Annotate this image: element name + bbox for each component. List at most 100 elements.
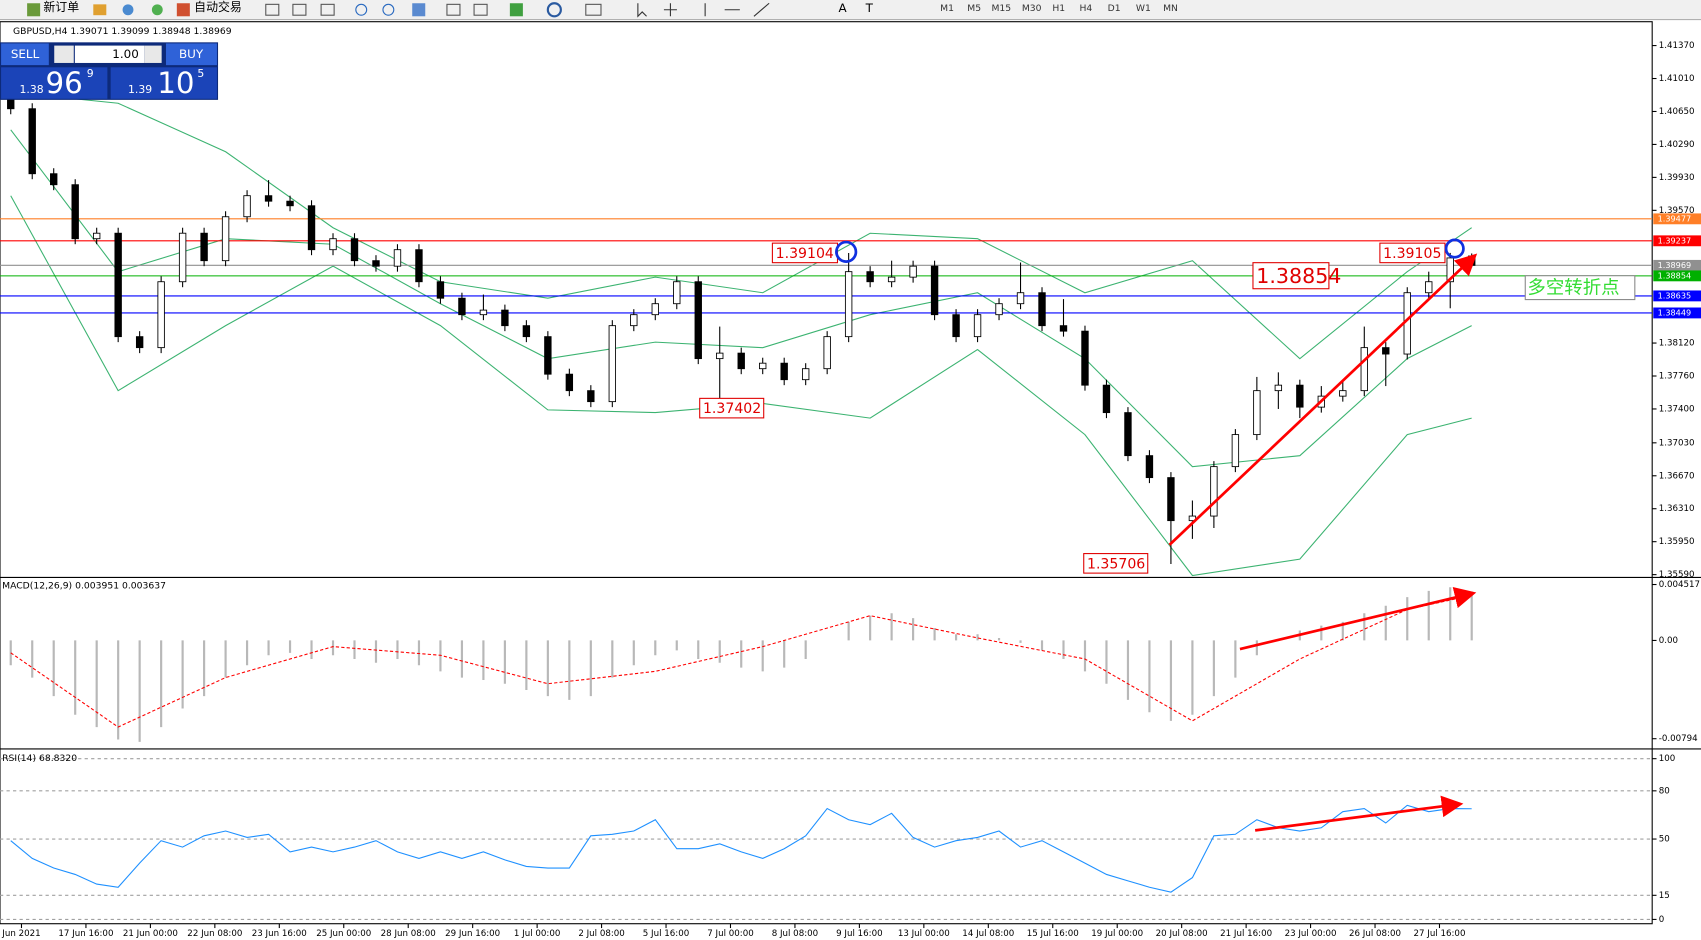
axes: GBPUSD,H4 1.39071 1.39099 1.38948 1.3896… [1, 26, 1701, 939]
y-tick-label: 1.41010 [1659, 74, 1695, 84]
bollinger-upper [10, 91, 1472, 360]
timeframe-button[interactable]: D1 [1108, 3, 1121, 14]
candle-body [630, 314, 638, 327]
candle-body [1425, 281, 1433, 294]
x-tick-label: 7 Jul 00:00 [707, 929, 753, 939]
candle-body [92, 232, 101, 240]
price-label: 1.38854 [1256, 264, 1341, 288]
candle-body [114, 232, 122, 338]
text-tool[interactable]: A [839, 1, 848, 15]
toolbar-icon [585, 3, 602, 16]
x-tick-label: 9 Jul 16:00 [836, 929, 882, 939]
price-tag [1653, 235, 1701, 247]
candle-body [952, 314, 960, 338]
new-order-icon [27, 3, 41, 17]
lot-input[interactable] [74, 45, 145, 63]
candle-body [286, 200, 294, 207]
candle-body [1339, 390, 1347, 397]
candle-body [716, 352, 724, 360]
buy-button[interactable] [165, 43, 217, 66]
price-tag-label: 1.38969 [1658, 260, 1692, 270]
y-tick-label: 80 [1659, 786, 1670, 796]
candle-body [522, 325, 531, 338]
x-tick-label: 19 Jul 00:00 [1091, 929, 1143, 939]
lot-up[interactable] [144, 45, 162, 63]
pane-title: RSI(14) 68.8320 [2, 753, 77, 764]
x-tick-label: 29 Jun 16:00 [445, 929, 500, 939]
price-label-box [1083, 553, 1149, 574]
timeframe-bar: M1 M5 M15 M30 H1 H4 D1 W1 MN [940, 3, 1178, 14]
timeframe-button[interactable]: M1 [940, 3, 954, 14]
pane-title: GBPUSD,H4 1.39071 1.39099 1.38948 1.3896… [13, 26, 232, 37]
timeframe-button[interactable]: M30 [1022, 3, 1042, 14]
candle-body [887, 276, 896, 283]
timeframe-button[interactable]: MN [1163, 3, 1178, 14]
candle-body [1059, 325, 1068, 332]
sell-label[interactable]: SELL [11, 47, 40, 61]
toolbar-icon [382, 3, 395, 16]
new-order-button[interactable]: 新订单 [43, 0, 79, 14]
bid-point: 9 [87, 67, 94, 80]
y-tick-label: 1.38120 [1659, 339, 1695, 349]
x-tick-label: 26 Jul 08:00 [1349, 929, 1401, 939]
x-tick-label: 21 Jul 16:00 [1220, 929, 1272, 939]
candle-body [587, 390, 595, 403]
toolbar-icon [704, 2, 770, 17]
candle-body [608, 325, 617, 403]
label-tool[interactable]: T [865, 1, 874, 15]
bid-box[interactable] [1, 67, 108, 99]
y-tick-label: 0.004517 [1659, 580, 1700, 590]
candle-body [823, 336, 831, 370]
candle-body [71, 184, 79, 240]
timeframe-button[interactable]: M5 [967, 3, 981, 14]
auto-trading-button[interactable]: 自动交易 [194, 0, 242, 14]
y-tick-label: 1.40290 [1659, 140, 1695, 150]
price-label-box [699, 397, 765, 419]
lot-down[interactable] [54, 45, 74, 63]
trend-arrow [1254, 795, 1464, 832]
price-tag [1653, 213, 1701, 225]
x-tick-label: Jun 2021 [1, 929, 40, 939]
candle-body [178, 232, 187, 283]
candle-body [329, 238, 337, 251]
price-tag [1653, 259, 1701, 271]
y-tick-label: 1.37030 [1659, 438, 1695, 448]
candle-body [1296, 384, 1304, 408]
ask-box[interactable] [110, 67, 217, 99]
y-tick-label: 1.37760 [1659, 372, 1695, 382]
macd-pane [9, 587, 1473, 742]
x-tick-label: 5 Jul 16:00 [643, 929, 689, 939]
candle-body [243, 195, 251, 218]
toolbar-icon [292, 3, 307, 16]
lot-value[interactable]: 1.00 [112, 47, 139, 61]
y-tick-label: 1.35950 [1659, 537, 1695, 547]
toolbar-icon [93, 4, 107, 16]
timeframe-button[interactable]: H4 [1080, 3, 1093, 14]
x-tick-label: 2 Jul 08:00 [578, 929, 624, 939]
toolbar-icon [509, 3, 523, 17]
highlight-circle [835, 240, 858, 263]
candle-body [866, 271, 874, 283]
candle-body [995, 303, 1003, 316]
timeframe-button[interactable]: H1 [1052, 3, 1065, 14]
bid-pips: 96 [46, 66, 83, 100]
toolbar-icon [412, 3, 426, 17]
buy-label[interactable]: BUY [179, 47, 204, 61]
candle-body [28, 108, 36, 175]
sell-button[interactable] [1, 43, 49, 66]
candle-body [780, 362, 788, 381]
timeframe-button[interactable]: W1 [1136, 3, 1151, 14]
price-tag-label: 1.38449 [1658, 307, 1692, 317]
timeframe-button[interactable]: M15 [991, 3, 1011, 14]
y-tick-label: 100 [1659, 754, 1676, 764]
x-tick-label: 17 Jun 16:00 [58, 929, 113, 939]
x-tick-label: 28 Jun 08:00 [381, 929, 436, 939]
candle-body [1081, 330, 1089, 386]
candle-body [264, 195, 273, 202]
candle-body [221, 216, 230, 262]
candle-body [737, 352, 745, 370]
x-tick-label: 1 Jul 00:00 [514, 929, 560, 939]
y-tick-label: 1.40650 [1659, 107, 1695, 117]
toolbar-icon [151, 4, 163, 16]
